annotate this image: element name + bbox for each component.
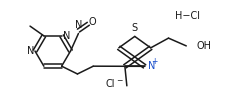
Text: N: N xyxy=(147,61,154,71)
Text: O: O xyxy=(88,17,96,27)
Text: H−Cl: H−Cl xyxy=(174,11,199,21)
Text: S: S xyxy=(131,23,137,33)
Text: N: N xyxy=(62,31,70,41)
Text: +: + xyxy=(151,57,157,66)
Text: N: N xyxy=(74,20,82,30)
Text: Cl: Cl xyxy=(105,79,114,89)
Text: OH: OH xyxy=(195,41,210,51)
Text: −: − xyxy=(115,76,122,85)
Text: N: N xyxy=(27,46,34,56)
